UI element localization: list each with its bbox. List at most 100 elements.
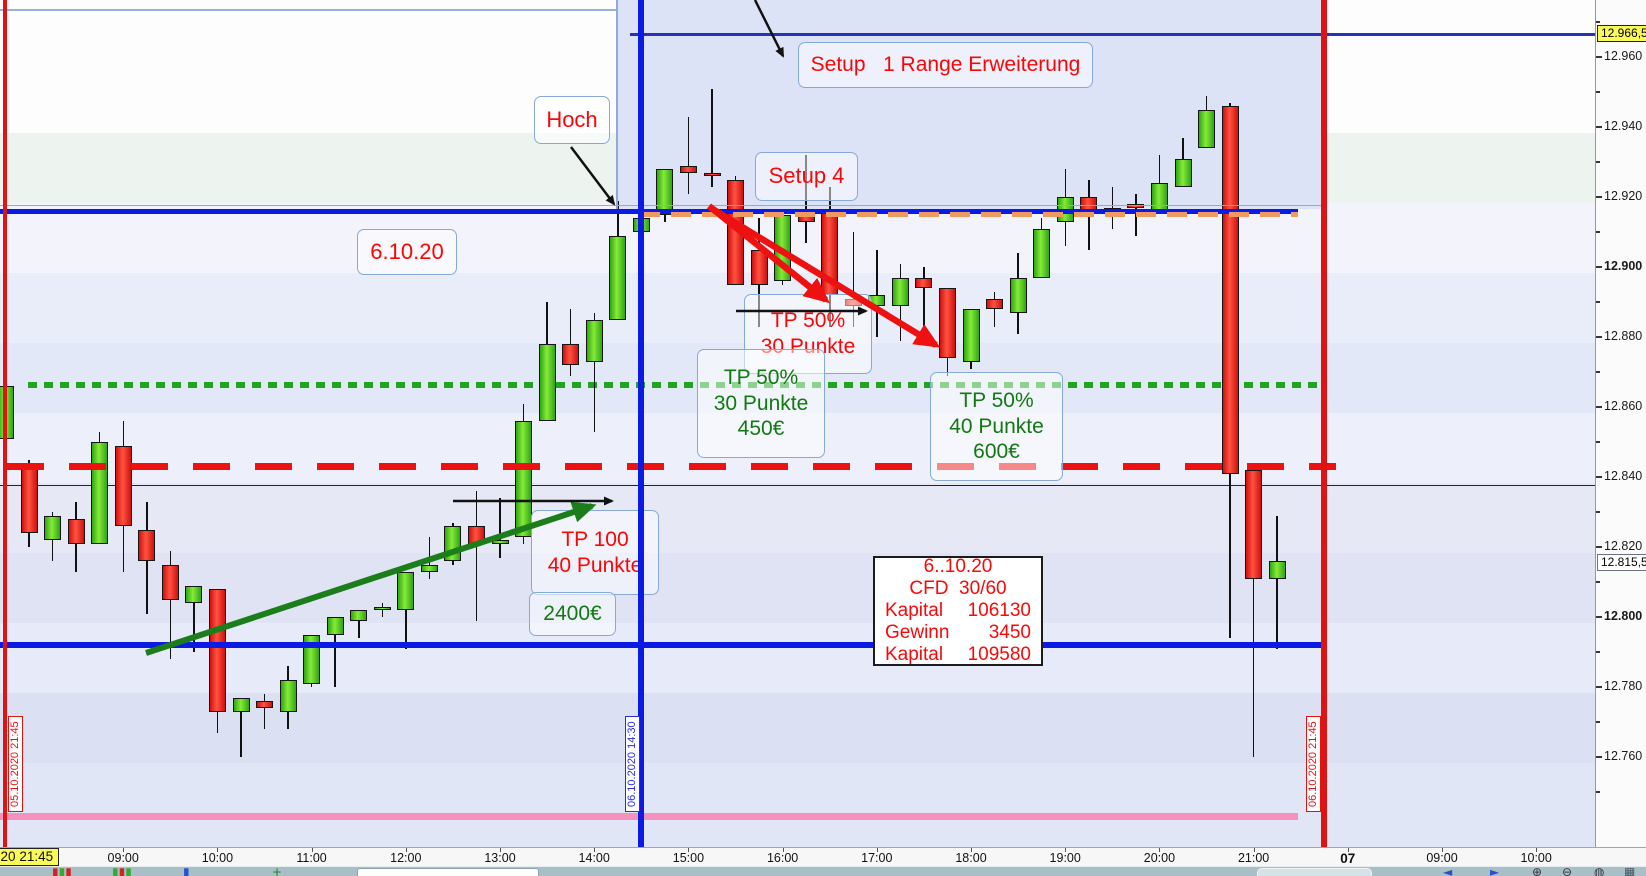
document-icon[interactable]: ▮ [183, 866, 190, 876]
price-label: 12.780 [1604, 679, 1643, 693]
orange-dashed-level[interactable] [640, 211, 1298, 218]
setup-shaded-region [617, 0, 1324, 209]
upper-thin-blue-line[interactable] [0, 9, 617, 11]
price-minor-tick [1596, 231, 1600, 233]
region-left-thin-blue[interactable] [616, 0, 618, 209]
zoom-out-icon[interactable]: ⊖ [1562, 867, 1572, 876]
red-dashed-level[interactable] [7, 463, 1336, 470]
chart-bars-icon-glyph: ▮ [118, 866, 126, 876]
chart-candles-icon-glyph: ▮ [52, 866, 59, 876]
time-label: 12:00 [390, 851, 422, 865]
region-bottom-thin-blue[interactable] [0, 204, 1324, 206]
candle [939, 288, 956, 358]
range-top-blue-line[interactable] [0, 208, 1298, 214]
trade-stats-box[interactable]: 6..10.20 CFD 30/60 Kapital 106130 Gewinn 3450… [873, 556, 1043, 666]
candle-wick [923, 267, 925, 327]
range-bottom-blue-line[interactable] [0, 642, 1323, 648]
candle [373, 606, 391, 610]
session-line-1430[interactable] [638, 0, 644, 847]
session-line-prev-day[interactable] [2, 0, 7, 847]
candle [703, 172, 721, 176]
background-band [0, 553, 1595, 623]
price-label: 12.960 [1604, 49, 1643, 63]
price-minor-tick [1596, 511, 1600, 513]
candle [1174, 158, 1192, 187]
candle-wick [381, 603, 384, 617]
bottom-toolbar: ▮▮▮ ▮▮▮ ▮ + ◄ ► ⊕ ⊖ ◍ ▦ [0, 866, 1646, 876]
price-label: 12.800 [1604, 609, 1643, 623]
candle [350, 610, 368, 621]
session-line-prev-day-label: 05.10.2020 21:45 [8, 716, 23, 812]
info-icon-glyph: ◍ [1594, 866, 1605, 876]
time-label: 19:00 [1049, 851, 1081, 865]
toolbar-input[interactable] [357, 868, 539, 876]
candle [515, 421, 533, 537]
candle [1150, 183, 1168, 211]
candle-wick [240, 697, 242, 757]
time-tick [123, 848, 125, 852]
chart-plot-area[interactable]: 05.10.2020 21:45 Setup 1 Range Erweiterun… [0, 0, 1595, 847]
date-label[interactable]: 6.10.20 [357, 229, 457, 275]
stats-value: 3450 [988, 622, 1031, 643]
time-tick [500, 848, 501, 852]
time-tick [1065, 848, 1067, 852]
stats-row: Kapital 109580 [885, 644, 1031, 666]
candle [585, 319, 603, 362]
time-tick [1536, 848, 1538, 852]
candle-wick [1276, 515, 1278, 649]
time-axis[interactable]: 09:00 10:00 11:00 12:00 13:00 14:00 15:00 16:00… [0, 847, 1646, 866]
tp50-450eur-label-text: 450€ [737, 417, 785, 441]
session-line-2145[interactable] [1321, 0, 1327, 847]
document-icon-glyph: ▮ [183, 866, 190, 876]
time-label: 10:00 [201, 851, 234, 865]
time-tick [971, 848, 972, 852]
candle [1245, 470, 1263, 579]
tp50-30punkte-label-text: TP 50% [770, 309, 846, 333]
scroll-back-icon-glyph: ◄ [1443, 866, 1453, 876]
candle-wick [687, 116, 690, 194]
grid-icon[interactable]: ▦ [1624, 867, 1635, 876]
stats-value: 106130 [967, 600, 1031, 621]
tp50-450eur-label[interactable]: TP 50% 30 Punkte 450€ [697, 349, 825, 458]
price-minor-tick [1596, 581, 1600, 583]
setup4-label[interactable]: Setup 4 [755, 152, 858, 201]
candle-wick [876, 249, 878, 337]
time-label: 17:00 [861, 851, 893, 865]
candle [232, 697, 250, 712]
price-minor-tick [1596, 301, 1600, 303]
prev-close-black-line[interactable] [0, 484, 1595, 487]
green-dotted-level[interactable] [28, 381, 1320, 388]
candle [1268, 561, 1286, 579]
time-label: 18:00 [955, 851, 987, 865]
scrollbar-thumb[interactable] [1257, 868, 1372, 876]
candle [891, 277, 909, 306]
info-icon[interactable]: ◍ [1594, 866, 1605, 876]
session-time-label-yellow: 05.10.2020 21:45 [0, 848, 60, 866]
price-major-tick [1596, 756, 1602, 758]
pink-line[interactable] [0, 813, 1298, 820]
time-label: 09:00 [107, 851, 139, 865]
stats-label: CFD 30/60 [909, 578, 1007, 599]
price-axis[interactable]: 12.960 12.940 12.920 12.900 12.880 12.860 12.8… [1595, 0, 1646, 847]
time-tick [217, 848, 219, 852]
add-object-icon[interactable]: + [272, 867, 282, 876]
candle [208, 589, 226, 712]
stats-row: CFD 30/60 [885, 578, 1031, 600]
scroll-back-icon[interactable]: ◄ [1443, 866, 1453, 876]
candle [279, 680, 297, 712]
chart-bars-icon[interactable]: ▮▮▮ [112, 866, 132, 876]
zoom-in-icon[interactable]: ⊕ [1532, 867, 1542, 876]
candle [1198, 109, 1216, 148]
candle-wick [593, 312, 595, 432]
candle [1221, 106, 1239, 474]
time-tick [782, 848, 784, 852]
candle [774, 214, 792, 281]
setup1-label[interactable]: Setup 1 Range Erweiterung [798, 42, 1093, 88]
hoch-label[interactable]: Hoch [534, 96, 610, 144]
tp50-600eur-label[interactable]: TP 50% 40 Punkte 600€ [930, 372, 1063, 481]
high-alert-line[interactable] [630, 32, 1595, 36]
scroll-forward-icon[interactable]: ► [1490, 867, 1499, 876]
price-major-tick [1596, 336, 1602, 338]
gain-2400eur-label[interactable]: 2400€ [529, 592, 616, 636]
chart-candles-icon[interactable]: ▮▮▮ [52, 866, 72, 876]
